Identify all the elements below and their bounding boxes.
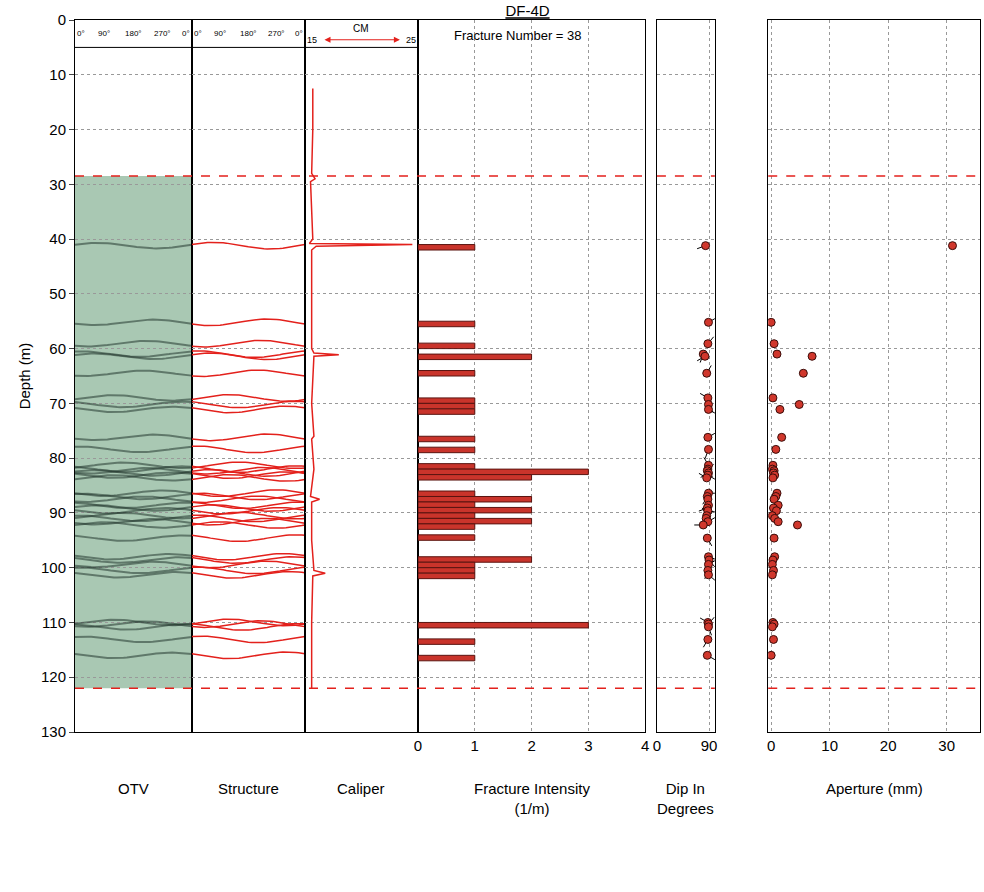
svg-text:CM: CM bbox=[353, 23, 369, 34]
svg-text:Caliper: Caliper bbox=[337, 780, 385, 797]
svg-text:4: 4 bbox=[641, 737, 649, 754]
svg-text:80: 80 bbox=[49, 449, 66, 466]
svg-text:70: 70 bbox=[49, 395, 66, 412]
svg-text:Fracture Number = 38: Fracture Number = 38 bbox=[454, 28, 582, 43]
svg-text:15: 15 bbox=[307, 35, 317, 45]
svg-text:10: 10 bbox=[49, 66, 66, 83]
svg-text:OTV: OTV bbox=[118, 780, 149, 797]
svg-text:0: 0 bbox=[653, 737, 661, 754]
svg-text:100: 100 bbox=[41, 559, 66, 576]
svg-text:270°: 270° bbox=[268, 29, 285, 38]
svg-text:0°: 0° bbox=[77, 29, 85, 38]
svg-text:120: 120 bbox=[41, 668, 66, 685]
svg-text:0°: 0° bbox=[295, 29, 303, 38]
svg-text:90: 90 bbox=[49, 504, 66, 521]
svg-text:0°: 0° bbox=[182, 29, 190, 38]
svg-text:60: 60 bbox=[49, 340, 66, 357]
svg-text:30: 30 bbox=[49, 176, 66, 193]
svg-text:3: 3 bbox=[584, 737, 592, 754]
svg-text:90: 90 bbox=[701, 737, 718, 754]
svg-text:2: 2 bbox=[527, 737, 535, 754]
svg-text:Fracture Intensity(1/m): Fracture Intensity(1/m) bbox=[474, 780, 590, 817]
svg-text:0°: 0° bbox=[194, 29, 202, 38]
svg-text:0: 0 bbox=[58, 11, 66, 28]
svg-text:180°: 180° bbox=[125, 29, 142, 38]
svg-text:DF-4D: DF-4D bbox=[505, 2, 549, 19]
svg-text:130: 130 bbox=[41, 723, 66, 740]
svg-text:40: 40 bbox=[49, 230, 66, 247]
svg-text:30: 30 bbox=[938, 737, 955, 754]
svg-text:90°: 90° bbox=[98, 29, 110, 38]
svg-text:110: 110 bbox=[42, 614, 66, 631]
svg-text:Structure: Structure bbox=[218, 780, 279, 797]
svg-text:20: 20 bbox=[880, 737, 897, 754]
svg-text:25: 25 bbox=[406, 35, 416, 45]
svg-text:180°: 180° bbox=[240, 29, 257, 38]
svg-text:Dip InDegrees: Dip InDegrees bbox=[657, 780, 714, 817]
svg-text:0: 0 bbox=[767, 737, 775, 754]
svg-text:10: 10 bbox=[821, 737, 838, 754]
svg-text:20: 20 bbox=[49, 121, 66, 138]
svg-text:270°: 270° bbox=[154, 29, 171, 38]
svg-text:0: 0 bbox=[414, 737, 422, 754]
svg-text:90°: 90° bbox=[214, 29, 226, 38]
svg-text:Depth (m): Depth (m) bbox=[16, 343, 33, 410]
svg-text:1: 1 bbox=[471, 737, 479, 754]
svg-text:Aperture (mm): Aperture (mm) bbox=[826, 780, 923, 797]
svg-text:50: 50 bbox=[49, 285, 66, 302]
